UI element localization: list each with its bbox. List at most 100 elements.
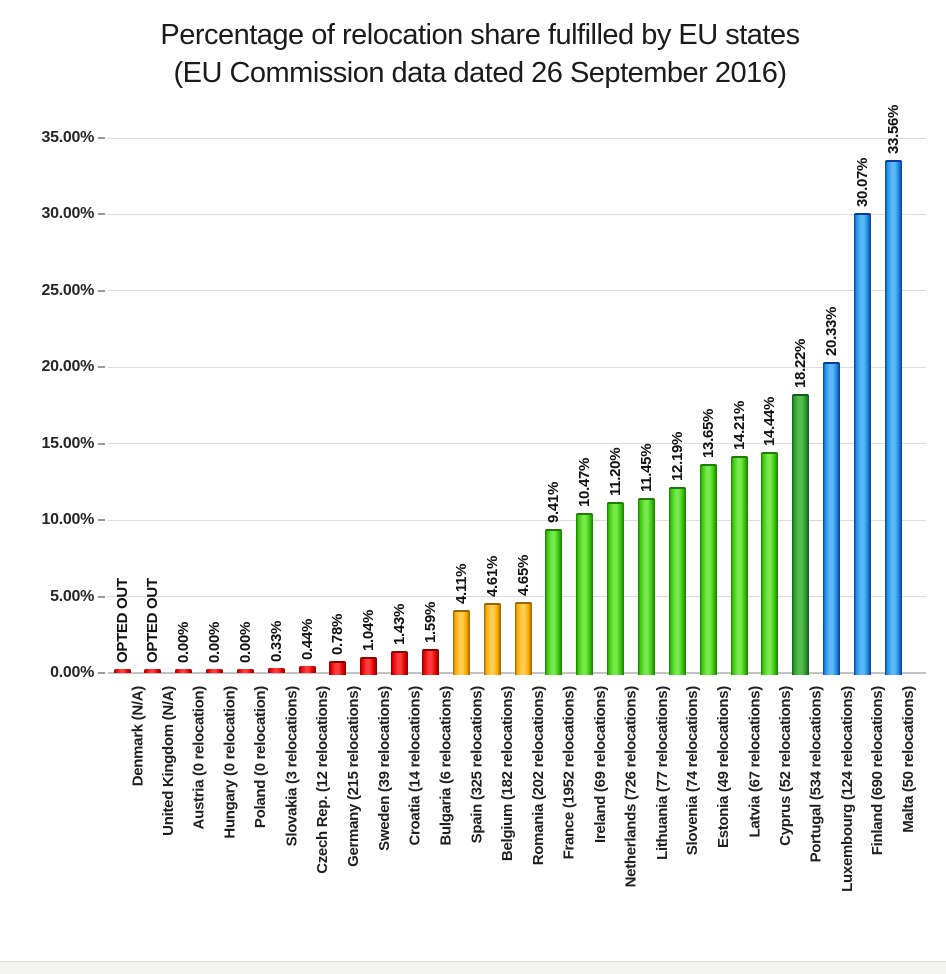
y-axis-tick <box>98 595 105 598</box>
bar <box>637 498 655 675</box>
bar-value-label: 4.61% <box>483 555 501 597</box>
bar-value-label: 4.65% <box>514 554 532 596</box>
bar-value-label: 14.44% <box>761 396 779 446</box>
bar <box>699 464 717 675</box>
bar <box>730 456 748 675</box>
y-axis-tick-label: 20.00% <box>41 358 95 376</box>
x-axis-category-label: Netherlands (726 relocations) <box>622 686 640 888</box>
bar-value-label: 4.11% <box>452 563 470 604</box>
bottom-border-strip <box>0 961 946 974</box>
x-axis-category-label: Lithuania (77 relocations) <box>653 686 671 860</box>
x-axis-category-label: Sweden (39 relocations) <box>375 686 393 851</box>
bar <box>329 661 347 675</box>
bar-value-label: 0.44% <box>298 618 316 660</box>
gridline <box>108 443 926 445</box>
bar-value-label: 0.00% <box>206 621 224 663</box>
bar-value-label: 13.65% <box>699 408 717 458</box>
x-axis-category-label: Slovenia (74 relocations) <box>684 686 702 856</box>
y-axis-tick <box>98 519 105 522</box>
bar-value-label: 18.22% <box>792 338 810 388</box>
bar <box>761 452 779 675</box>
gridline <box>108 519 926 521</box>
y-axis-tick-label: 5.00% <box>50 587 94 605</box>
x-axis-category-label: Ireland (69 relocations) <box>591 686 609 844</box>
bar-value-label: 30.07% <box>853 157 871 207</box>
x-axis-category-label: United Kingdom (N/A) <box>159 686 177 836</box>
x-axis-category-label: Romania (202 relocations) <box>530 686 548 866</box>
bar <box>823 362 841 675</box>
x-axis-category-label: Bulgaria (6 relocations) <box>437 686 455 846</box>
bar-value-label: 10.47% <box>576 457 594 507</box>
y-axis-tick <box>98 137 105 139</box>
x-axis-category-label: Belgium (182 relocations) <box>499 686 517 862</box>
x-axis-category-label: France (1952 relocations) <box>560 686 578 860</box>
y-axis-tick <box>98 213 105 216</box>
bar <box>360 657 378 675</box>
bar <box>545 529 563 675</box>
gridline <box>108 596 926 598</box>
bar <box>267 668 285 673</box>
chart-title: Percentage of relocation share fulfilled… <box>40 16 920 92</box>
bar <box>792 394 810 675</box>
x-axis-category-label: Denmark (N/A) <box>129 686 146 787</box>
bar-value-label: 1.43% <box>391 603 409 645</box>
gridline <box>108 290 926 292</box>
x-axis-category-label: Portugal (534 relocations) <box>807 686 825 863</box>
x-axis-category-label: Cyprus (52 relocations) <box>776 686 794 846</box>
y-axis-tick <box>98 289 105 292</box>
bar <box>884 160 902 675</box>
chart-title-line2: (EU Commission data dated 26 September 2… <box>173 57 787 89</box>
bar <box>668 487 686 675</box>
bar-value-label: 0.33% <box>267 620 285 662</box>
bar-value-label: 11.20% <box>607 447 625 496</box>
bar-value-label: 11.45% <box>637 443 655 492</box>
x-axis-category-label: Slovakia (3 relocations) <box>283 686 301 847</box>
bar <box>391 651 409 675</box>
bar-value-label: 1.04% <box>360 609 378 651</box>
bar-value-label: OPTED OUT <box>113 578 131 663</box>
chart-title-line1: Percentage of relocation share fulfilled… <box>160 19 800 51</box>
bar-value-label: 33.56% <box>884 104 902 154</box>
x-axis-category-label: Latvia (67 relocations) <box>746 686 763 838</box>
y-axis-tick-label: 10.00% <box>41 511 95 529</box>
x-axis-category-label: Hungary (0 relocation) <box>221 686 239 839</box>
bar-value-label: 14.21% <box>730 400 748 450</box>
bar <box>452 610 470 675</box>
bar <box>607 502 625 675</box>
bar <box>483 603 501 675</box>
y-axis-tick-label: 30.00% <box>41 205 95 223</box>
bar <box>144 669 162 673</box>
bar-value-label: 9.41% <box>545 481 563 523</box>
bar <box>298 666 316 673</box>
bar <box>422 649 439 675</box>
y-axis-tick <box>98 366 105 369</box>
x-axis-category-label: Germany (215 relocations) <box>344 686 362 867</box>
gridline <box>108 213 926 215</box>
bar-value-label: 12.19% <box>668 431 686 481</box>
x-axis-category-label: Luxembourg (124 relocations) <box>838 686 856 892</box>
bar <box>853 213 871 675</box>
bar-value-label: 0.78% <box>329 613 347 655</box>
x-axis-category-label: Estonia (49 relocations) <box>715 686 733 849</box>
x-axis-category-label: Croatia (14 relocations) <box>406 686 424 846</box>
bar-value-label: OPTED OUT <box>144 578 162 663</box>
bar <box>175 669 193 673</box>
bar-value-label: 20.33% <box>823 306 841 356</box>
y-axis-tick-label: 15.00% <box>41 434 95 452</box>
bar <box>514 602 532 675</box>
bar <box>113 669 131 673</box>
x-axis-category-label: Czech Rep. (12 relocations) <box>314 686 332 874</box>
x-axis-category-label: Austria (0 relocation) <box>190 686 208 830</box>
x-axis-category-label: Poland (0 relocation) <box>252 686 270 829</box>
bar <box>576 513 594 675</box>
y-axis-tick <box>98 442 105 445</box>
gridline <box>108 366 926 368</box>
gridline <box>108 137 926 139</box>
bar-value-label: 0.00% <box>236 621 254 663</box>
bar-value-label: 1.59% <box>422 601 439 643</box>
x-axis-category-label: Finland (690 relocations) <box>869 686 887 856</box>
x-axis-category-label: Spain (325 relocations) <box>468 686 486 844</box>
bar <box>236 669 254 673</box>
y-axis-tick-label: 35.00% <box>41 129 95 146</box>
